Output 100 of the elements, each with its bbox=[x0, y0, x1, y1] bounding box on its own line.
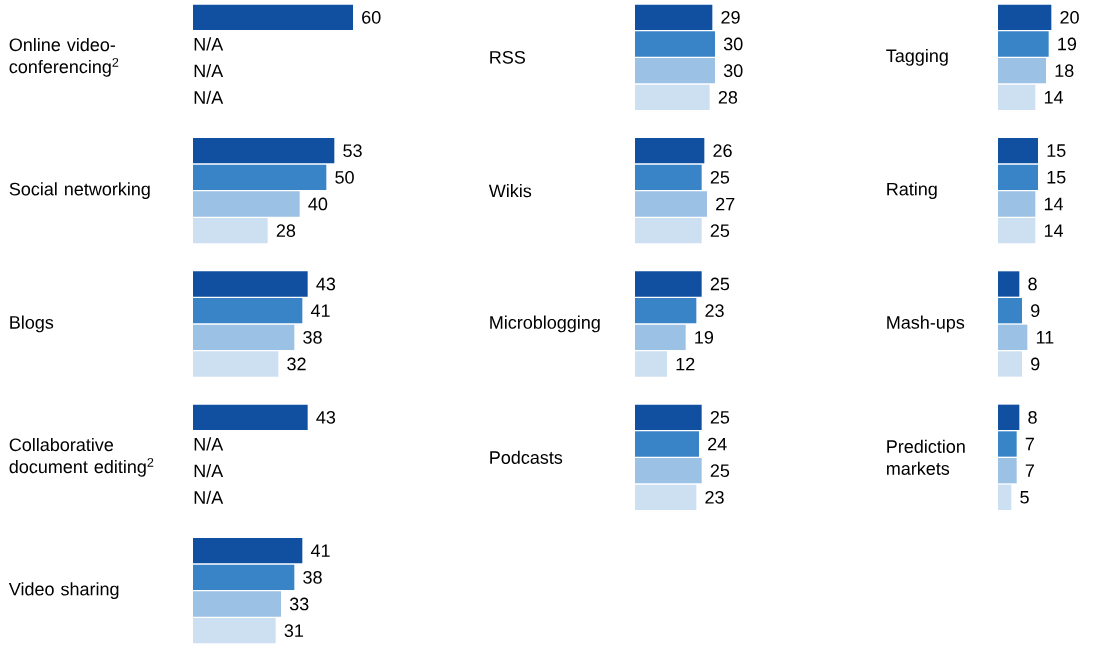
bar bbox=[193, 297, 303, 324]
bar bbox=[998, 324, 1028, 350]
data-label: 25 bbox=[710, 464, 730, 478]
bar bbox=[998, 351, 1022, 377]
data-label: 14 bbox=[1044, 224, 1064, 237]
y-tick-label: Blogs bbox=[10, 315, 54, 333]
bar bbox=[635, 84, 710, 110]
bar bbox=[635, 297, 697, 324]
data-label: 41 bbox=[310, 304, 330, 317]
data-label: 18 bbox=[1055, 64, 1074, 78]
y-tick-label: Collaborative document editing$^{2}$ bbox=[9, 437, 154, 477]
bar bbox=[998, 457, 1017, 484]
data-label: 30 bbox=[723, 64, 743, 78]
data-label: 15 bbox=[1047, 171, 1066, 184]
y-tick-label: Podcasts bbox=[490, 450, 563, 464]
data-label: 9 bbox=[1031, 357, 1040, 371]
y-tick-label: Mash-ups bbox=[887, 315, 965, 333]
bar bbox=[635, 57, 716, 84]
data-label: 14 bbox=[1044, 197, 1064, 211]
y-tick-label: Video sharing bbox=[8, 582, 119, 600]
bar bbox=[998, 137, 1038, 164]
bar bbox=[635, 324, 686, 350]
data-label: 43 bbox=[316, 277, 336, 291]
bar bbox=[998, 4, 1052, 30]
y-tick-label: Microblogging bbox=[490, 315, 600, 333]
data-label: 38 bbox=[303, 570, 322, 584]
data-label: 14 bbox=[1044, 91, 1064, 104]
data-label: 23 bbox=[705, 304, 724, 318]
text: N/A bbox=[194, 464, 224, 478]
bar bbox=[193, 164, 327, 190]
bar bbox=[635, 404, 702, 430]
bar bbox=[998, 164, 1038, 190]
data-label: 23 bbox=[705, 490, 724, 504]
bar bbox=[998, 404, 1020, 430]
bar bbox=[193, 4, 353, 30]
bar bbox=[635, 137, 705, 164]
bar bbox=[998, 217, 1036, 244]
y-tick-label: Social networking bbox=[9, 182, 150, 200]
data-label: 25 bbox=[710, 277, 730, 291]
data-label: 19 bbox=[695, 330, 714, 344]
bar bbox=[998, 191, 1036, 217]
bar bbox=[635, 431, 699, 457]
data-label: 43 bbox=[316, 410, 336, 424]
data-label: 28 bbox=[718, 90, 738, 104]
text: N/A bbox=[194, 437, 224, 451]
bar bbox=[635, 191, 707, 217]
bar bbox=[998, 431, 1017, 457]
bar bbox=[193, 404, 308, 430]
data-label: 20 bbox=[1060, 10, 1079, 24]
data-label: 41 bbox=[310, 544, 330, 557]
data-label: 7 bbox=[1025, 437, 1034, 451]
data-label: 30 bbox=[723, 37, 743, 51]
data-label: 9 bbox=[1031, 304, 1040, 318]
bar bbox=[998, 57, 1047, 84]
data-label: 25 bbox=[710, 224, 730, 238]
bar bbox=[635, 164, 702, 190]
data-label: 29 bbox=[721, 10, 740, 24]
bar bbox=[193, 191, 300, 217]
bar bbox=[635, 31, 716, 57]
data-label: 60 bbox=[362, 10, 381, 24]
bar bbox=[998, 484, 1012, 510]
bar bbox=[998, 297, 1022, 324]
data-label: 26 bbox=[713, 144, 732, 158]
bar bbox=[193, 137, 335, 164]
bar bbox=[193, 351, 279, 377]
data-label: 8 bbox=[1028, 410, 1037, 424]
data-label: 12 bbox=[676, 357, 695, 371]
data-label: 25 bbox=[710, 170, 730, 184]
y-tick-label: Wikis bbox=[488, 184, 532, 198]
data-label: 8 bbox=[1028, 277, 1037, 291]
data-label: 32 bbox=[287, 357, 306, 371]
data-label: 15 bbox=[1047, 144, 1066, 157]
text: N/A bbox=[194, 90, 224, 104]
data-label: 33 bbox=[289, 597, 309, 611]
data-label: 24 bbox=[708, 437, 727, 451]
data-label: 25 bbox=[710, 410, 730, 424]
bar bbox=[998, 271, 1020, 297]
data-label: 31 bbox=[284, 624, 304, 638]
data-label: 27 bbox=[716, 197, 735, 211]
bar bbox=[635, 217, 702, 244]
bar bbox=[193, 617, 276, 644]
data-label: 53 bbox=[343, 144, 362, 158]
data-label: 40 bbox=[308, 197, 328, 211]
data-label: 11 bbox=[1036, 331, 1054, 344]
bar bbox=[193, 564, 295, 590]
text: N/A bbox=[194, 37, 224, 51]
bar bbox=[998, 84, 1036, 110]
bar bbox=[193, 537, 303, 564]
bar bbox=[635, 271, 702, 297]
bar bbox=[193, 217, 268, 244]
bar bbox=[635, 351, 668, 377]
y-tick-label: Prediction markets bbox=[887, 439, 965, 475]
text: N/A bbox=[194, 64, 224, 78]
bar bbox=[193, 271, 308, 297]
y-tick-label: RSS bbox=[490, 50, 525, 64]
data-label: 38 bbox=[303, 330, 322, 344]
text: N/A bbox=[194, 490, 224, 504]
bar bbox=[635, 457, 702, 484]
data-label: 7 bbox=[1025, 464, 1034, 477]
y-tick-label: Rating bbox=[887, 182, 937, 200]
